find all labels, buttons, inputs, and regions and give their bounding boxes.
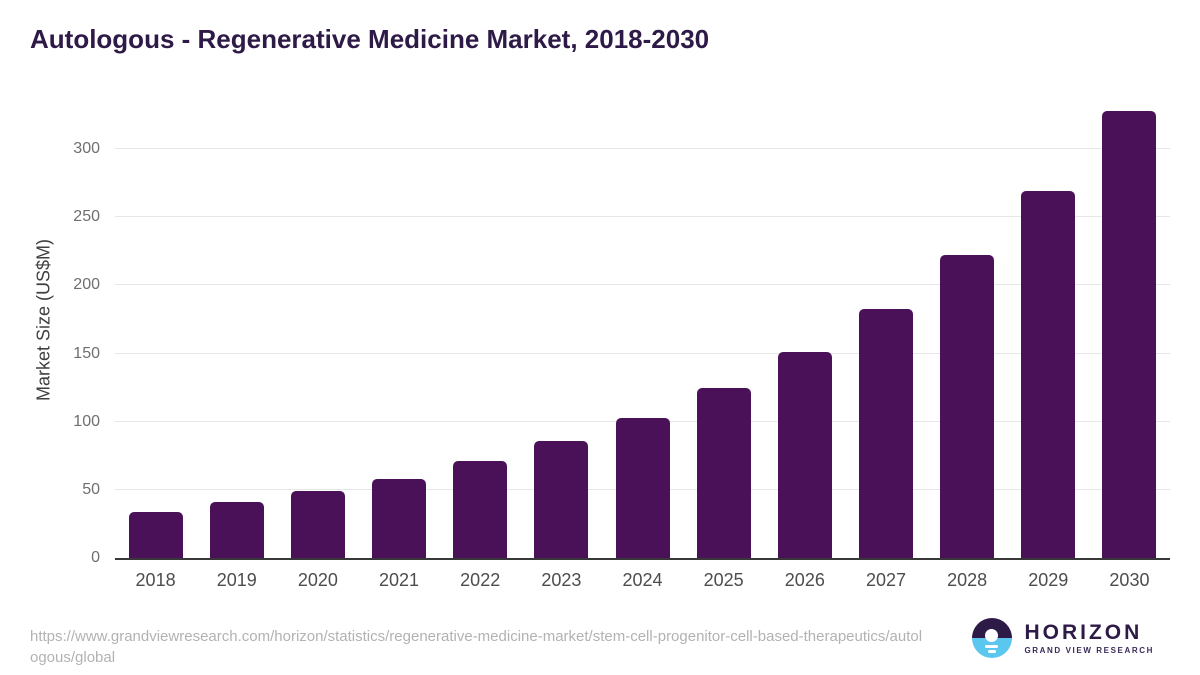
x-tick-label-2023: 2023 (541, 570, 582, 590)
x-axis-labels: 2018 2019 2020 2021 2022 2023 2024 2025 2026 2027… (115, 570, 1170, 591)
bar-2027[interactable] (858, 308, 913, 558)
y-tick-label: 50 (82, 480, 100, 498)
x-tick-label-2019: 2019 (216, 570, 257, 590)
bar-slot-2028 (927, 100, 1008, 558)
x-tick-label-2024: 2024 (622, 570, 663, 590)
bar-2028[interactable] (940, 255, 995, 558)
bar-2024[interactable] (615, 417, 670, 558)
bar-slot-2024 (602, 100, 683, 558)
x-tick-label-2025: 2025 (703, 570, 744, 590)
x-tick-label-2029: 2029 (1028, 570, 1069, 590)
x-tick-label-2021: 2021 (379, 570, 420, 590)
icon-sea-half (972, 638, 1013, 658)
bar-slot-2022 (440, 100, 521, 558)
bar-2021[interactable] (372, 478, 427, 558)
bar-slot-2026 (764, 100, 845, 558)
bar-slot-2027 (845, 100, 926, 558)
x-tick-label-2020: 2020 (297, 570, 338, 590)
bar-slot-2020 (277, 100, 358, 558)
plot-area: 0 50 100 150 200 250 300 2018 2019 2020 2021 2022 20… (73, 100, 1170, 590)
horizon-sun-icon (972, 618, 1013, 658)
bar-slot-2019 (196, 100, 277, 558)
gridline (115, 352, 1170, 354)
y-tick-label: 100 (73, 412, 100, 430)
gridline (115, 148, 1170, 149)
x-tick-label-2018: 2018 (135, 570, 176, 590)
bar-slot-2025 (683, 100, 764, 558)
logo-subbrand: GRAND VIEW RESEARCH (1024, 645, 1154, 655)
x-tick-label-2026: 2026 (784, 570, 825, 590)
chart-title: Autologous - Regenerative Medicine Marke… (30, 24, 710, 54)
bar-2026[interactable] (777, 352, 832, 558)
bar-slot-2023 (521, 100, 602, 558)
icon-sun-dot (985, 629, 999, 642)
icon-reflection-line (988, 650, 997, 653)
bar-2018[interactable] (128, 511, 183, 558)
y-tick-label: 0 (91, 549, 100, 566)
bar-2025[interactable] (696, 387, 751, 558)
horizon-logo: HORIZON GRAND VIEW RESEARCH (972, 618, 1154, 658)
bar-slot-2030 (1089, 100, 1170, 558)
bar-2029[interactable] (1021, 191, 1076, 558)
source-url: https://www.grandviewresearch.com/horizo… (30, 628, 923, 667)
x-tick-label-2030: 2030 (1109, 570, 1150, 590)
y-tick-label: 250 (73, 208, 100, 226)
bar-2030[interactable] (1102, 110, 1157, 558)
y-tick-label: 150 (73, 344, 100, 362)
bar-2020[interactable] (290, 491, 345, 558)
icon-sky-half (972, 618, 1013, 638)
icon-reflection-line (985, 645, 999, 648)
bar-slot-2029 (1008, 100, 1089, 558)
y-tick-label: 300 (73, 140, 100, 157)
gridline (115, 284, 1170, 286)
x-tick-label-2022: 2022 (460, 570, 501, 590)
bar-series (115, 100, 1170, 558)
logo-text: HORIZON GRAND VIEW RESEARCH (1024, 622, 1154, 655)
bar-slot-2021 (358, 100, 439, 558)
x-tick-label-2027: 2027 (865, 570, 906, 590)
bar-2022[interactable] (453, 461, 508, 558)
gridline (115, 216, 1170, 218)
logo-brand: HORIZON (1024, 620, 1143, 644)
y-tick-label: 200 (73, 276, 100, 294)
bar-2023[interactable] (534, 440, 589, 558)
x-tick-label-2028: 2028 (947, 570, 988, 590)
y-axis-title: Market Size (US$M) (33, 238, 54, 402)
bar-slot-2018 (115, 100, 196, 558)
bar-2019[interactable] (209, 502, 264, 558)
